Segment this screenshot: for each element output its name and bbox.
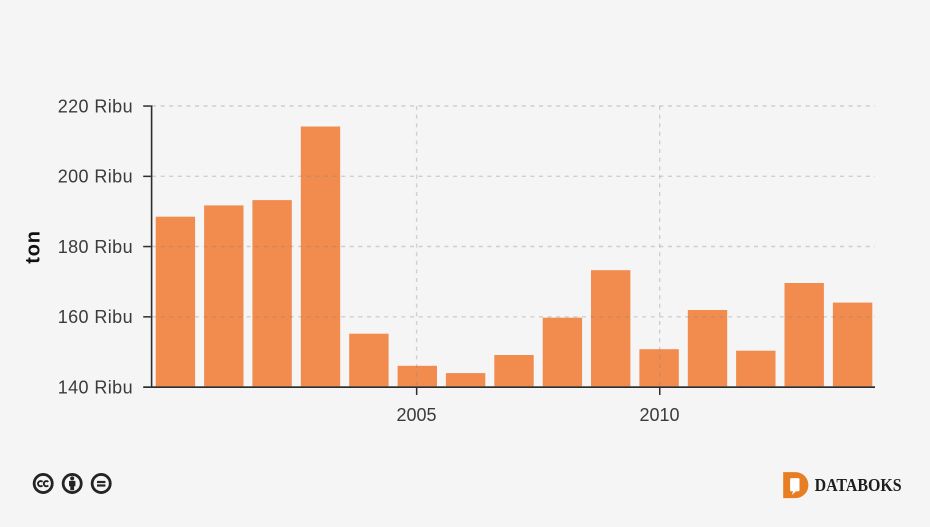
svg-text:ton: ton [23, 230, 45, 264]
svg-text:220 Ribu: 220 Ribu [58, 96, 133, 116]
svg-text:160 Ribu: 160 Ribu [58, 307, 133, 327]
svg-text:2010: 2010 [639, 405, 679, 425]
svg-text:140 Ribu: 140 Ribu [58, 377, 133, 397]
svg-text:180 Ribu: 180 Ribu [58, 237, 133, 257]
svg-text:200 Ribu: 200 Ribu [58, 167, 133, 187]
svg-text:DATABOKS: DATABOKS [815, 475, 902, 495]
svg-text:2005: 2005 [396, 405, 436, 425]
